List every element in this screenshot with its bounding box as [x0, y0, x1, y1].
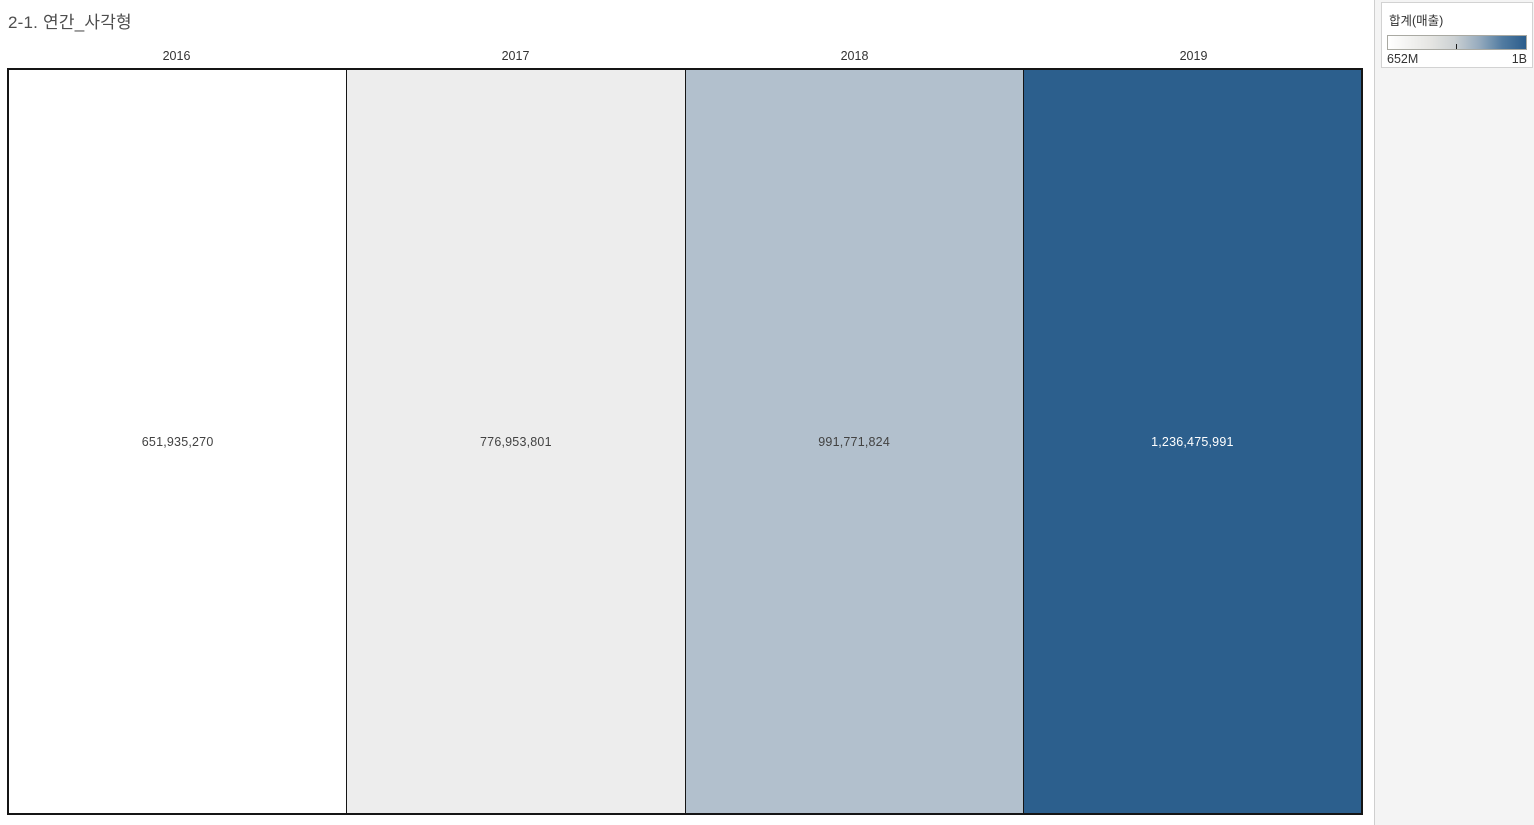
- legend-max-label: 1B: [1511, 52, 1527, 66]
- year-header[interactable]: 2016: [162, 49, 191, 63]
- cell-value-label: 1,236,475,991: [1151, 434, 1234, 449]
- color-legend-card[interactable]: 합계(매출) 652M 1B: [1381, 2, 1533, 68]
- legend-tick-mark: [1455, 44, 1458, 49]
- column-headers: 2016 2017 2018 2019: [7, 47, 1363, 66]
- year-cell[interactable]: 991,771,824: [684, 70, 1023, 813]
- legend-gradient-bar[interactable]: [1387, 35, 1527, 50]
- legend-panel: 합계(매출) 652M 1B: [1374, 0, 1534, 825]
- year-header[interactable]: 2018: [840, 49, 869, 63]
- cell-value-label: 991,771,824: [818, 434, 890, 449]
- year-cell[interactable]: 651,935,270: [9, 70, 347, 813]
- chart-title: 2-1. 연간_사각형: [8, 13, 132, 32]
- year-header[interactable]: 2019: [1179, 49, 1208, 63]
- year-cell[interactable]: 776,953,801: [346, 70, 685, 813]
- year-header[interactable]: 2017: [501, 49, 530, 63]
- legend-title: 합계(매출): [1389, 14, 1444, 28]
- legend-gradient-fill: [1388, 36, 1526, 49]
- legend-labels: 652M 1B: [1382, 50, 1532, 66]
- cell-value-label: 651,935,270: [141, 434, 214, 449]
- heatmap-grid: 651,935,270 776,953,801 991,771,824 1,236,4…: [7, 68, 1363, 815]
- year-cell[interactable]: 1,236,475,991: [1022, 70, 1361, 813]
- legend-min-label: 652M: [1387, 52, 1419, 66]
- cell-value-label: 776,953,801: [480, 434, 552, 449]
